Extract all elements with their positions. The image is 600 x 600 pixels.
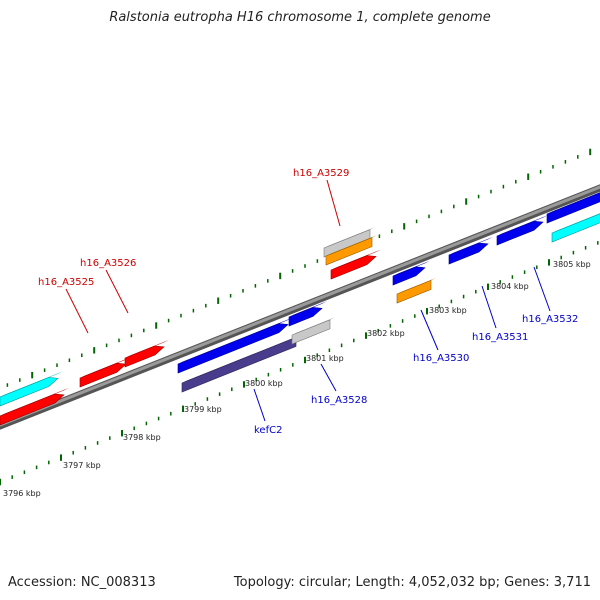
kbp-label-3801: 3801 kbp [306,354,344,363]
gene-h16-a3525[interactable] [79,357,131,388]
gene-h16-a3532[interactable] [551,207,600,243]
gene-label-h16-a3532[interactable]: h16_A3532 [522,314,578,325]
gene-cyan-left[interactable] [0,371,63,407]
leader-h16-a3529 [326,179,341,227]
gene-blue-3804[interactable] [496,215,548,246]
gene-body [181,336,297,393]
leader-h16-a3525 [65,288,89,334]
gene-h16-a3529-orange[interactable] [325,235,377,266]
gene-body [551,213,600,243]
gene-body [177,323,289,374]
kbp-label-3805: 3805 kbp [553,260,591,269]
leader-kefc2 [253,388,266,422]
gene-body [330,255,377,280]
gene-label-h16-a3528[interactable]: h16_A3528 [311,395,367,406]
gene-blue-short[interactable] [288,301,327,327]
leader-h16-a3526 [105,269,129,314]
kbp-label-3802: 3802 kbp [367,329,405,338]
gene-blue-3802[interactable] [392,260,430,286]
gene-body [0,393,65,426]
kbp-label-3800: 3800 kbp [245,379,283,388]
gene-body [288,307,323,327]
bottom-tick-track [0,241,599,486]
gene-body [546,192,600,224]
kbp-label-3798: 3798 kbp [123,433,161,442]
gene-h16-a3526[interactable] [124,339,169,368]
map-title: Ralstonia eutropha H16 chromosome 1, com… [109,10,491,25]
kbp-label-3803: 3803 kbp [429,306,467,315]
gene-body [392,266,426,286]
accession-text: Accession: NC_008313 [8,575,156,590]
gene-body [0,377,59,407]
gene-kefc2[interactable] [181,334,301,393]
kbp-label-3797: 3797 kbp [63,461,101,470]
kbp-label-3796: 3796 kbp [3,489,41,498]
topology-text: Topology: circular; Length: 4,052,032 bp… [233,575,591,590]
gene-h16-a3530[interactable] [396,277,436,304]
gene-label-h16-a3530[interactable]: h16_A3530 [413,353,469,364]
gene-label-h16-a3529[interactable]: h16_A3529 [293,168,349,179]
gene-h16-a3529[interactable] [330,249,381,280]
gene-body [291,319,331,345]
gene-blue-long[interactable] [177,317,293,374]
gene-body [79,362,127,388]
gene-features [0,186,600,426]
gene-body [325,237,373,266]
chromosome-backbone-highlight [0,185,600,427]
gene-label-kefc2[interactable]: kefC2 [254,425,282,436]
gene-label-h16-a3525[interactable]: h16_A3525 [38,277,94,288]
leader-h16-a3528 [320,363,337,392]
gene-body [124,345,165,368]
gene-h16-a3531[interactable] [448,236,493,265]
gene-h16-a3528[interactable] [291,317,335,345]
gene-body [496,220,544,246]
gene-label-h16-a3531[interactable]: h16_A3531 [472,332,528,343]
gene-blue-right[interactable] [546,186,600,224]
leader-h16-a3530 [420,309,439,351]
label-leader-lines [65,179,551,422]
leader-h16-a3532 [533,266,551,312]
kbp-label-3804: 3804 kbp [491,282,529,291]
gene-body [448,242,489,265]
gene-red-left[interactable] [0,387,69,426]
gene-label-h16-a3526[interactable]: h16_A3526 [80,258,136,269]
leader-h16-a3531 [481,285,497,329]
top-tick-track [6,148,592,387]
gene-body [396,279,432,304]
kbp-label-3799: 3799 kbp [184,405,222,414]
